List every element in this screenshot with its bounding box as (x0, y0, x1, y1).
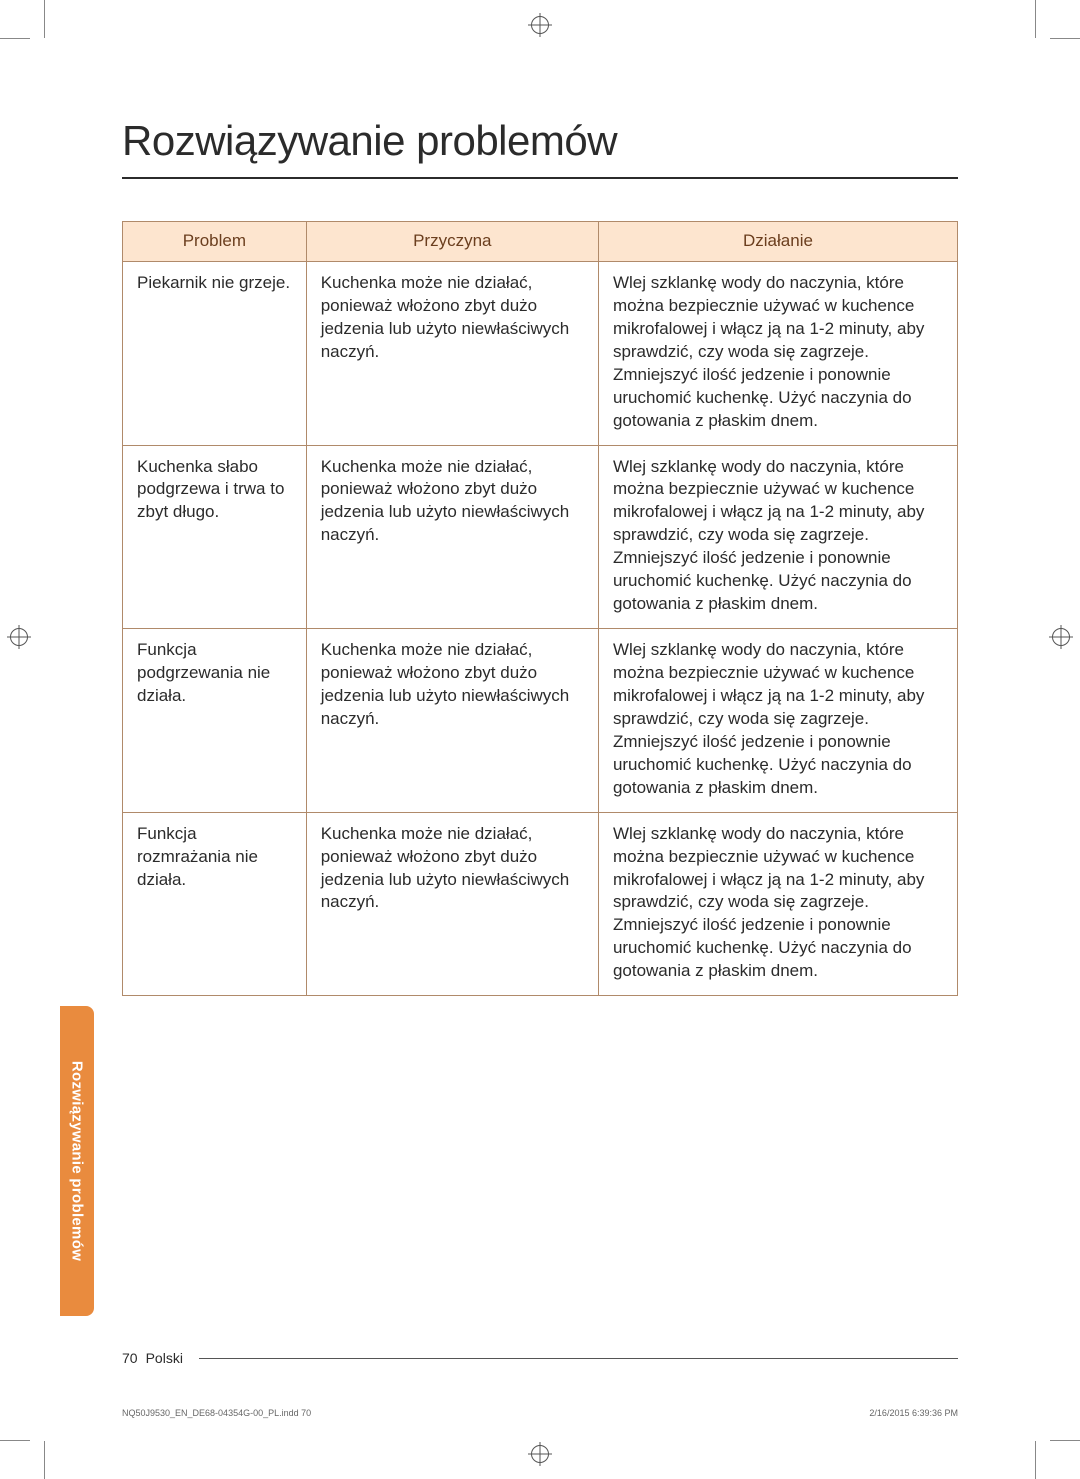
cell-cause: Kuchenka może nie działać, ponieważ włoż… (306, 812, 598, 996)
crop-mark (0, 1440, 30, 1441)
crop-mark (1035, 1441, 1036, 1479)
page-title: Rozwiązywanie problemów (122, 117, 1020, 165)
cell-action: Wlej szklankę wody do naczynia, które mo… (598, 445, 957, 629)
page-number: 70 (122, 1350, 138, 1366)
col-header-action: Działanie (598, 222, 957, 262)
imprint-filename: NQ50J9530_EN_DE68-04354G-00_PL.indd 70 (122, 1408, 311, 1418)
crop-mark (44, 0, 45, 38)
crop-mark (1035, 0, 1036, 38)
cell-action: Wlej szklankę wody do naczynia, które mo… (598, 629, 957, 813)
page-footer: 70 Polski (122, 1350, 958, 1366)
crop-mark (0, 38, 30, 39)
cell-problem: Piekarnik nie grzeje. (123, 261, 307, 445)
table-row: Funkcja podgrzewania nie działa. Kuchenk… (123, 629, 958, 813)
cell-problem: Funkcja podgrzewania nie działa. (123, 629, 307, 813)
registration-mark-icon (10, 628, 28, 646)
registration-mark-icon (1052, 628, 1070, 646)
title-rule (122, 177, 958, 179)
crop-mark (1050, 38, 1080, 39)
troubleshooting-table: Problem Przyczyna Działanie Piekarnik ni… (122, 221, 958, 996)
cell-cause: Kuchenka może nie działać, ponieważ włoż… (306, 445, 598, 629)
cell-cause: Kuchenka może nie działać, ponieważ włoż… (306, 261, 598, 445)
crop-mark (1050, 1440, 1080, 1441)
page-content: Rozwiązywanie problemów Problem Przyczyn… (60, 55, 1020, 1424)
cell-action: Wlej szklankę wody do naczynia, które mo… (598, 261, 957, 445)
cell-action: Wlej szklankę wody do naczynia, które mo… (598, 812, 957, 996)
footer-rule (199, 1358, 958, 1359)
col-header-problem: Problem (123, 222, 307, 262)
cell-cause: Kuchenka może nie działać, ponieważ włoż… (306, 629, 598, 813)
table-row: Piekarnik nie grzeje. Kuchenka może nie … (123, 261, 958, 445)
registration-mark-icon (531, 1445, 549, 1463)
language-label: Polski (146, 1350, 183, 1366)
col-header-cause: Przyczyna (306, 222, 598, 262)
troubleshooting-table-container: Problem Przyczyna Działanie Piekarnik ni… (122, 221, 958, 996)
table-row: Funkcja rozmrażania nie działa. Kuchenka… (123, 812, 958, 996)
section-tab: Rozwiązywanie problemów (60, 1006, 94, 1316)
imprint-timestamp: 2/16/2015 6:39:36 PM (869, 1408, 958, 1418)
table-row: Kuchenka słabo podgrzewa i trwa to zbyt … (123, 445, 958, 629)
crop-mark (44, 1441, 45, 1479)
cell-problem: Kuchenka słabo podgrzewa i trwa to zbyt … (123, 445, 307, 629)
cell-problem: Funkcja rozmrażania nie działa. (123, 812, 307, 996)
section-tab-label: Rozwiązywanie problemów (69, 1061, 86, 1261)
imprint-line: NQ50J9530_EN_DE68-04354G-00_PL.indd 70 2… (122, 1408, 958, 1418)
table-header-row: Problem Przyczyna Działanie (123, 222, 958, 262)
registration-mark-icon (531, 16, 549, 34)
